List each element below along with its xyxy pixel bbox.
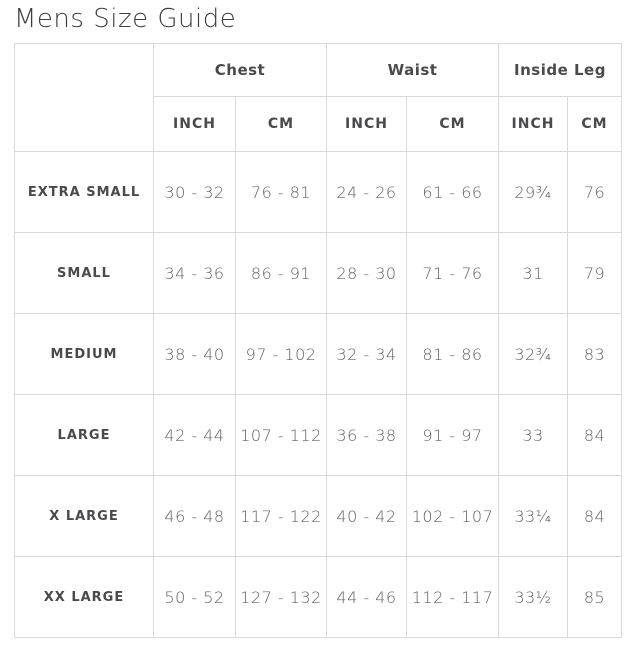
inside-leg-inch-header: INCH [498, 96, 568, 152]
waist-inch-cell: 44 - 46 [326, 556, 407, 638]
column-group-inside-leg: Inside Leg [498, 43, 622, 97]
waist-inch-cell: 28 - 30 [326, 232, 407, 314]
page-title: Mens Size Guide [14, 4, 237, 34]
inside-leg-inch-cell: 32¾ [498, 313, 568, 395]
column-group-waist: Waist [326, 43, 499, 97]
inside-leg-inch-cell: 33 [498, 394, 568, 476]
chest-cm-cell: 76 - 81 [235, 151, 327, 233]
size-guide-table: Chest Waist Inside Leg INCH CM INCH CM I… [14, 43, 622, 638]
waist-cm-cell: 102 - 107 [406, 475, 499, 557]
chest-cm-cell: 97 - 102 [235, 313, 327, 395]
waist-cm-header: CM [406, 96, 499, 152]
waist-inch-cell: 36 - 38 [326, 394, 407, 476]
size-label: LARGE [14, 394, 154, 476]
corner-cell [14, 43, 154, 152]
chest-inch-cell: 50 - 52 [153, 556, 236, 638]
waist-inch-cell: 40 - 42 [326, 475, 407, 557]
chest-inch-cell: 38 - 40 [153, 313, 236, 395]
table-row-small: SMALL 34 - 36 86 - 91 28 - 30 71 - 76 31… [14, 232, 622, 314]
chest-inch-cell: 30 - 32 [153, 151, 236, 233]
table-row-xx-large: XX LARGE 50 - 52 127 - 132 44 - 46 112 -… [14, 556, 622, 638]
waist-inch-header: INCH [326, 96, 407, 152]
chest-inch-header: INCH [153, 96, 236, 152]
column-group-chest: Chest [153, 43, 327, 97]
inside-leg-cm-header: CM [567, 96, 622, 152]
table-row-x-large: X LARGE 46 - 48 117 - 122 40 - 42 102 - … [14, 475, 622, 557]
unit-header-row: INCH CM INCH CM INCH CM [15, 96, 622, 152]
size-label: X LARGE [14, 475, 154, 557]
inside-leg-cm-cell: 79 [567, 232, 622, 314]
chest-cm-cell: 107 - 112 [235, 394, 327, 476]
inside-leg-cm-cell: 83 [567, 313, 622, 395]
table-row-large: LARGE 42 - 44 107 - 112 36 - 38 91 - 97 … [14, 394, 622, 476]
size-label: MEDIUM [14, 313, 154, 395]
chest-cm-cell: 86 - 91 [235, 232, 327, 314]
size-label: EXTRA SMALL [14, 151, 154, 233]
table-row-medium: MEDIUM 38 - 40 97 - 102 32 - 34 81 - 86 … [14, 313, 622, 395]
size-label: XX LARGE [14, 556, 154, 638]
inside-leg-inch-cell: 29¾ [498, 151, 568, 233]
inside-leg-inch-cell: 31 [498, 232, 568, 314]
table-row-extra-small: EXTRA SMALL 30 - 32 76 - 81 24 - 26 61 -… [14, 151, 622, 233]
inside-leg-cm-cell: 84 [567, 475, 622, 557]
waist-cm-cell: 91 - 97 [406, 394, 499, 476]
chest-inch-cell: 46 - 48 [153, 475, 236, 557]
chest-cm-cell: 117 - 122 [235, 475, 327, 557]
chest-inch-cell: 42 - 44 [153, 394, 236, 476]
waist-cm-cell: 81 - 86 [406, 313, 499, 395]
size-label: SMALL [14, 232, 154, 314]
waist-inch-cell: 32 - 34 [326, 313, 407, 395]
inside-leg-inch-cell: 33½ [498, 556, 568, 638]
inside-leg-cm-cell: 84 [567, 394, 622, 476]
chest-cm-header: CM [235, 96, 327, 152]
waist-cm-cell: 71 - 76 [406, 232, 499, 314]
waist-inch-cell: 24 - 26 [326, 151, 407, 233]
group-header-row: Chest Waist Inside Leg [14, 43, 622, 152]
inside-leg-cm-cell: 76 [567, 151, 622, 233]
waist-cm-cell: 112 - 117 [406, 556, 499, 638]
waist-cm-cell: 61 - 66 [406, 151, 499, 233]
inside-leg-inch-cell: 33¼ [498, 475, 568, 557]
chest-inch-cell: 34 - 36 [153, 232, 236, 314]
chest-cm-cell: 127 - 132 [235, 556, 327, 638]
inside-leg-cm-cell: 85 [567, 556, 622, 638]
